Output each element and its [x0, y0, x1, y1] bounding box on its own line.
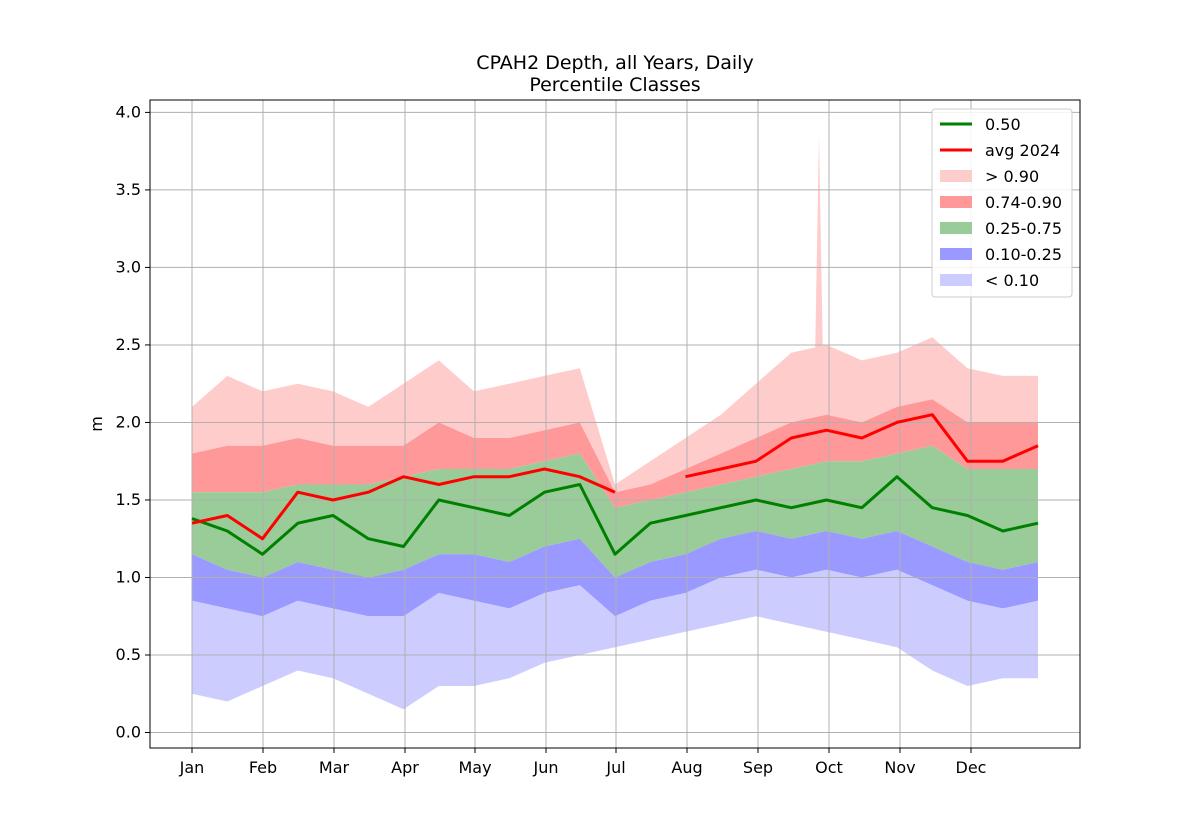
y-tick-label: 0.0 [116, 722, 141, 741]
x-tick-label: Jul [605, 758, 625, 777]
series-lines [191, 413, 1039, 556]
y-axis-label: m [87, 416, 106, 432]
plot-frame [149, 99, 1081, 749]
y-tick-label: 0.5 [116, 645, 141, 664]
x-tick-label: Apr [391, 758, 419, 777]
y-tick-label: 1.0 [116, 567, 141, 586]
chart-subtitle: Percentile Classes [529, 74, 700, 96]
legend-swatch-band [940, 170, 972, 182]
legend: 0.50 avg 2024 > 0.90 0.74-0.90 0.25-0.75 0.10… [931, 108, 1073, 298]
y-tick-label: 3.0 [116, 257, 141, 276]
line-0-50 [191, 475, 1039, 556]
y-tick-label: 2.0 [116, 412, 141, 431]
chart-title: CPAH2 Depth, all Years, Daily [476, 52, 753, 74]
x-tick-label: Jan [179, 758, 205, 777]
y-tick-label: 4.0 [116, 102, 141, 121]
y-tick-label: 2.5 [116, 335, 141, 354]
band-0-10-0-25 [192, 531, 1038, 617]
grid-lines [150, 100, 1080, 748]
legend-label: > 0.90 [985, 167, 1039, 186]
legend-swatch-band [940, 222, 972, 234]
x-axis-ticks: Jan Feb Mar Apr May Jun Jul Aug Sep Oct Nov Dec [179, 748, 987, 777]
x-tick-label: May [458, 758, 491, 777]
band--0-10 [192, 569, 1038, 710]
legend-label: 0.74-0.90 [985, 193, 1062, 212]
x-tick-label: Nov [884, 758, 915, 777]
x-tick-label: Aug [671, 758, 702, 777]
legend-swatch-band [940, 274, 972, 286]
x-tick-label: Sep [743, 758, 773, 777]
x-tick-label: Jun [533, 758, 559, 777]
x-tick-label: Feb [249, 758, 277, 777]
legend-label: 0.10-0.25 [985, 245, 1062, 264]
x-tick-label: Dec [956, 758, 987, 777]
legend-label: < 0.10 [985, 271, 1039, 290]
y-axis-ticks: 0.0 0.5 1.0 1.5 2.0 2.5 3.0 3.5 4.0 [116, 102, 150, 741]
legend-label: 0.25-0.75 [985, 219, 1062, 238]
legend-label: 0.50 [985, 115, 1021, 134]
x-tick-label: Mar [319, 758, 350, 777]
legend-label: avg 2024 [985, 141, 1060, 160]
line-avg-2024 [191, 413, 1039, 541]
y-tick-label: 3.5 [116, 180, 141, 199]
x-tick-label: Oct [815, 758, 843, 777]
band-0-74-0-90 [192, 399, 1038, 508]
y-tick-label: 1.5 [116, 490, 141, 509]
legend-swatch-band [940, 196, 972, 208]
band-spike [815, 135, 823, 361]
legend-swatch-band [940, 248, 972, 260]
percentile-bands [192, 135, 1038, 710]
band--0-90 [192, 337, 1038, 493]
